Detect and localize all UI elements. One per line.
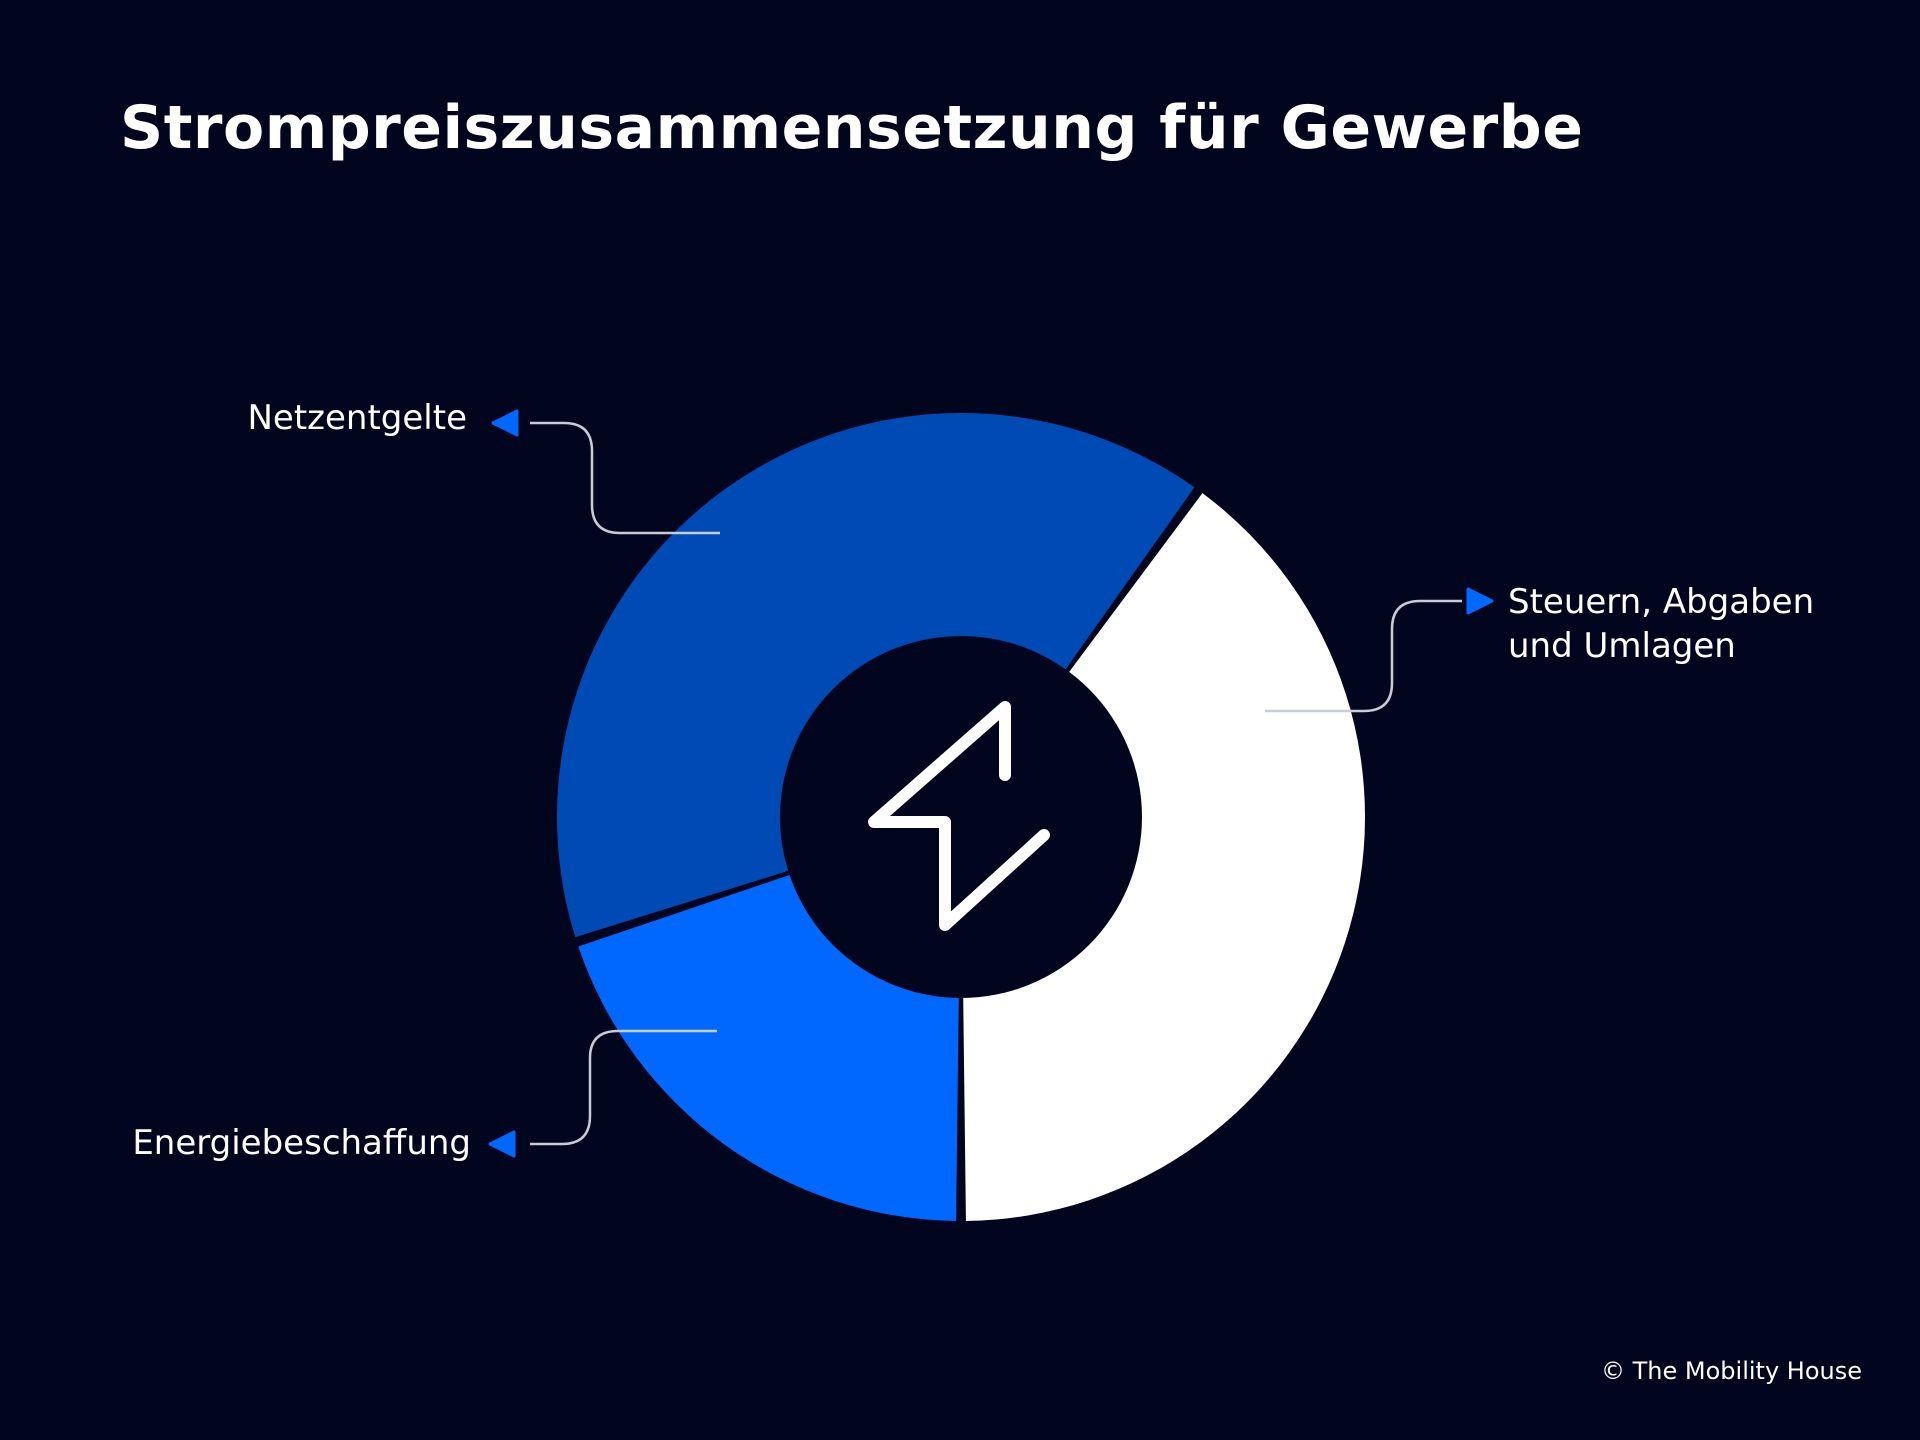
marker-netzentgelte — [491, 409, 519, 437]
donut-center-hole — [780, 636, 1142, 998]
leader-line-netzentgelte — [530, 421, 720, 535]
legend-label-steuern: Steuern, Abgaben und Umlagen — [1508, 580, 1814, 668]
leader-line-energiebeschaffung — [530, 1029, 717, 1146]
lightning-bolt-icon — [868, 701, 1050, 931]
legend-label-energiebeschaffung: Energiebeschaffung — [132, 1121, 471, 1165]
label-line: Netzentgelte — [247, 398, 467, 438]
label-connectors — [488, 409, 1494, 1158]
label-line: Energiebeschaffung — [132, 1123, 471, 1163]
donut-slice-netzentgelte — [961, 493, 1366, 1221]
leader-line-steuern — [1265, 599, 1462, 713]
marker-steuern — [1466, 587, 1494, 615]
label-line: und Umlagen — [1508, 626, 1736, 666]
marker-energiebeschaffung — [488, 1130, 516, 1158]
copyright-footer: © The Mobility House — [1601, 1357, 1862, 1385]
legend-label-netzentgelte: Netzentgelte — [247, 396, 467, 440]
label-line: Steuern, Abgaben — [1508, 582, 1815, 622]
chart-title: Strompreiszusammensetzung für Gewerbe — [120, 93, 1584, 163]
